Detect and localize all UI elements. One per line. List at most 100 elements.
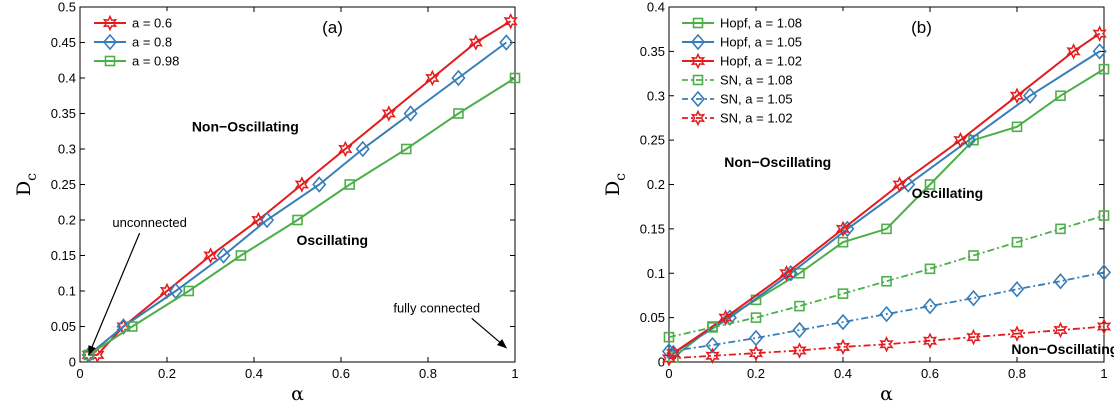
y-axis-label-main: D bbox=[13, 181, 35, 196]
legend-entry-label: Hopf, a = 1.02 bbox=[720, 54, 802, 69]
y-tick-label: 0.45 bbox=[51, 35, 76, 50]
y-tick-label: 0.35 bbox=[51, 106, 76, 121]
annotation-arrow bbox=[471, 317, 508, 349]
y-tick-label: 0.4 bbox=[58, 71, 76, 86]
x-tick-label: 0.6 bbox=[332, 366, 350, 381]
x-axis-label: α bbox=[291, 383, 304, 405]
series-line bbox=[88, 41, 507, 356]
y-tick-label: 0.4 bbox=[647, 0, 665, 15]
data-point bbox=[1055, 223, 1066, 235]
legend-marker bbox=[692, 74, 704, 86]
data-point bbox=[1066, 43, 1081, 60]
x-axis-label: α bbox=[880, 383, 893, 405]
legend-entry-label: a = 0.6 bbox=[132, 16, 172, 31]
series-line bbox=[672, 50, 1101, 354]
data-point bbox=[968, 250, 979, 261]
data-point bbox=[881, 275, 892, 287]
y-axis-label: Dc bbox=[13, 173, 40, 196]
data-point bbox=[453, 108, 464, 119]
data-point bbox=[1022, 87, 1038, 104]
data-point bbox=[966, 289, 981, 307]
data-point bbox=[259, 211, 275, 229]
annotation-arrow bbox=[88, 232, 141, 356]
data-point bbox=[503, 12, 518, 30]
data-point bbox=[1009, 87, 1025, 105]
y-tick-label: 0.1 bbox=[58, 284, 76, 299]
legend-box bbox=[678, 11, 850, 131]
y-tick-label: 0.25 bbox=[51, 177, 76, 192]
series-sn-a-1-02 bbox=[661, 318, 1112, 367]
panel-label: (b) bbox=[911, 18, 932, 37]
data-point bbox=[183, 285, 195, 297]
series-sn-a-1-08 bbox=[663, 210, 1110, 343]
data-point bbox=[835, 338, 851, 356]
data-point bbox=[126, 321, 138, 332]
data-point bbox=[792, 321, 807, 339]
data-point bbox=[953, 131, 968, 149]
x-tick-label: 0.6 bbox=[921, 366, 939, 381]
data-point bbox=[1092, 25, 1107, 42]
data-point bbox=[837, 288, 849, 299]
region-label: Non−Oscillating bbox=[192, 118, 299, 134]
y-tick-label: 0.15 bbox=[51, 248, 76, 263]
legend: a = 0.6 a = 0.8 a = 0.98 bbox=[90, 11, 230, 74]
x-tick-label: 0.2 bbox=[747, 366, 765, 381]
data-point bbox=[381, 105, 396, 122]
y-tick-label: 0.3 bbox=[647, 88, 665, 103]
x-tick-label: 1 bbox=[1100, 366, 1107, 381]
data-point bbox=[338, 140, 353, 158]
x-tick-label: 0 bbox=[665, 366, 672, 381]
legend-marker bbox=[102, 14, 118, 32]
y-tick-label: 0.5 bbox=[58, 0, 76, 15]
series-line bbox=[672, 32, 1101, 354]
data-point bbox=[292, 214, 303, 226]
annotation-text: unconnected bbox=[112, 215, 186, 230]
data-point bbox=[707, 322, 718, 333]
y-axis-label: Dc bbox=[602, 173, 629, 196]
legend-entry-label: SN, a = 1.02 bbox=[720, 111, 793, 126]
series-line bbox=[668, 325, 1105, 360]
series-hopf-a-1-02 bbox=[666, 25, 1107, 362]
legend-marker bbox=[104, 55, 116, 67]
y-tick-label: 0.35 bbox=[640, 44, 665, 59]
data-point bbox=[881, 223, 892, 235]
data-point bbox=[779, 264, 794, 282]
legend-marker bbox=[102, 33, 118, 51]
y-axis-label-subscript: c bbox=[613, 173, 629, 181]
panel-label: (a) bbox=[322, 18, 343, 37]
legend: Hopf, a = 1.08 Hopf, a = 1.05 Hopf, a = 1.… bbox=[678, 11, 850, 131]
data-point bbox=[879, 305, 894, 323]
legend-marker bbox=[690, 52, 706, 70]
series-line bbox=[668, 271, 1105, 353]
data-point bbox=[879, 335, 894, 353]
data-point bbox=[1092, 43, 1107, 60]
y-axis-label-main: D bbox=[602, 181, 624, 196]
region-label: Oscillating bbox=[297, 232, 369, 248]
data-point bbox=[1055, 90, 1066, 102]
y-tick-label: 0.1 bbox=[647, 266, 665, 281]
data-point bbox=[1096, 318, 1112, 335]
data-point bbox=[1009, 280, 1025, 298]
data-point bbox=[924, 263, 936, 275]
x-tick-label: 1 bbox=[511, 366, 518, 381]
x-tick-label: 0.4 bbox=[245, 366, 263, 381]
y-tick-label: 0.3 bbox=[58, 142, 76, 157]
series-sn-a-1-05 bbox=[661, 264, 1112, 360]
data-point bbox=[783, 265, 798, 282]
data-point bbox=[1053, 273, 1068, 290]
data-point bbox=[468, 34, 483, 51]
chart-panel-a: 0 0.2 0.4 0.6 0.8 1 0 0.05 0.1 0.15 0.2 0.25 0.3 0.35… bbox=[13, 0, 521, 405]
series-line bbox=[88, 77, 516, 356]
y-tick-label: 0.25 bbox=[640, 133, 665, 148]
data-point bbox=[499, 34, 514, 51]
data-point bbox=[705, 347, 720, 365]
series-line bbox=[668, 214, 1105, 338]
data-point bbox=[1011, 236, 1023, 248]
legend-marker bbox=[690, 33, 706, 51]
legend-entry-label: Hopf, a = 1.08 bbox=[720, 16, 802, 31]
data-point bbox=[235, 250, 247, 261]
data-point bbox=[509, 72, 521, 84]
data-point bbox=[403, 105, 418, 122]
data-point bbox=[451, 69, 466, 87]
